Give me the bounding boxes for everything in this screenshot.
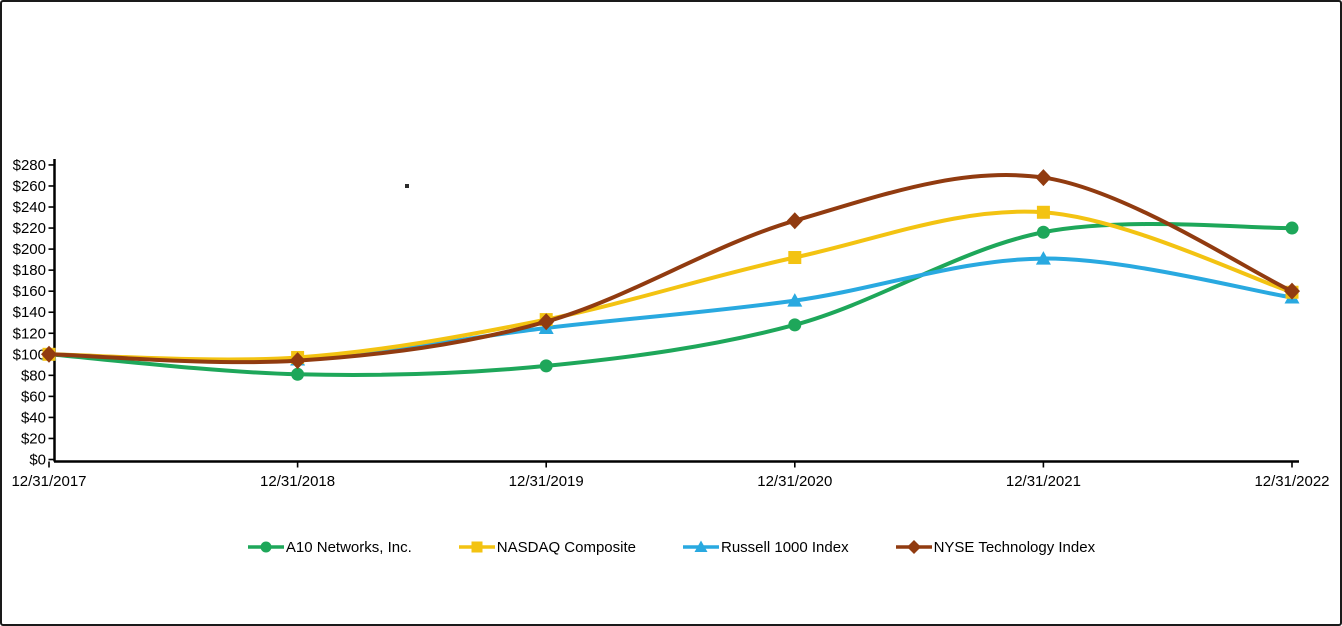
data-point-a10-networks-inc <box>539 359 553 373</box>
data-point-nyse-technology-index <box>1284 282 1300 300</box>
legend-item-nyse-technology-index: NYSE Technology Index <box>895 538 1096 556</box>
y-axis-tick-label: $100 <box>13 346 46 363</box>
series-line-russell-1000-index <box>47 256 1294 363</box>
performance-line-chart: $0 $20 $40 $60 $80 $100 $120 $140 $160 $180 $200 $2… <box>11 157 1329 490</box>
square-marker-icon <box>458 541 495 553</box>
series-line-nyse-technology-index <box>47 173 1294 365</box>
chart-legend: A10 Networks, Inc. NASDAQ Composite Russel… <box>2 538 1340 556</box>
data-point-russell-1000-index <box>787 293 803 307</box>
data-point-nyse-technology-index <box>1035 169 1052 187</box>
data-point-nasdaq-composite <box>1036 205 1050 219</box>
y-axis-tick-label: $260 <box>13 178 46 195</box>
y-axis-tick-label: $200 <box>13 241 46 258</box>
circle-marker-icon <box>247 541 284 553</box>
y-axis-tick-label: $180 <box>13 262 46 279</box>
y-axis-tick-label: $140 <box>13 304 46 321</box>
y-axis-tick-label: $80 <box>21 367 46 384</box>
y-axis-tick-label: $20 <box>21 430 46 447</box>
x-axis-tick-label: 12/31/2019 <box>509 473 584 490</box>
y-axis-tick-label: $120 <box>13 325 46 342</box>
triangle-marker-icon <box>683 540 719 552</box>
legend-item-nasdaq-composite: NASDAQ Composite <box>458 538 636 556</box>
x-axis-tick-label: 12/31/2021 <box>1006 473 1081 490</box>
series-line-a10-networks-inc <box>47 222 1294 377</box>
y-axis-tick-label: $0 <box>29 452 46 469</box>
data-point-nyse-technology-index <box>289 352 306 370</box>
data-point-nasdaq-composite <box>788 251 802 265</box>
stray-dot-artifact <box>405 184 409 188</box>
y-axis-tick-label: $60 <box>21 388 46 405</box>
data-point-a10-networks-inc <box>788 318 802 332</box>
y-axis-tick-label: $240 <box>13 199 46 216</box>
x-axis-tick-label: 12/31/2018 <box>260 473 335 490</box>
y-axis-tick-label: $160 <box>13 283 46 300</box>
y-axis-tick-label: $40 <box>21 409 46 426</box>
legend-label: Russell 1000 Index <box>721 538 849 556</box>
x-axis-tick-label: 12/31/2017 <box>11 473 86 490</box>
data-point-russell-1000-index <box>1035 251 1051 265</box>
data-point-nyse-technology-index <box>538 313 555 331</box>
data-point-nyse-technology-index <box>786 212 803 230</box>
y-axis-tick-label: $220 <box>13 220 46 237</box>
diamond-marker-icon <box>895 540 932 554</box>
legend-label: NYSE Technology Index <box>933 538 1096 556</box>
legend-item-russell-1000-index: Russell 1000 Index <box>682 538 849 556</box>
x-axis-tick-label: 12/31/2020 <box>757 473 832 490</box>
legend-label: NASDAQ Composite <box>496 538 636 556</box>
legend-item-a10-networks-inc: A10 Networks, Inc. <box>247 538 412 556</box>
y-axis-tick-label: $280 <box>13 157 46 174</box>
series-line-nasdaq-composite <box>47 209 1294 362</box>
data-point-a10-networks-inc <box>1285 221 1299 235</box>
data-point-a10-networks-inc <box>1036 225 1050 239</box>
legend-label: A10 Networks, Inc. <box>285 538 412 556</box>
data-point-a10-networks-inc <box>291 367 305 381</box>
data-point-nyse-technology-index <box>41 345 57 363</box>
x-axis-tick-label: 12/31/2022 <box>1254 473 1329 490</box>
